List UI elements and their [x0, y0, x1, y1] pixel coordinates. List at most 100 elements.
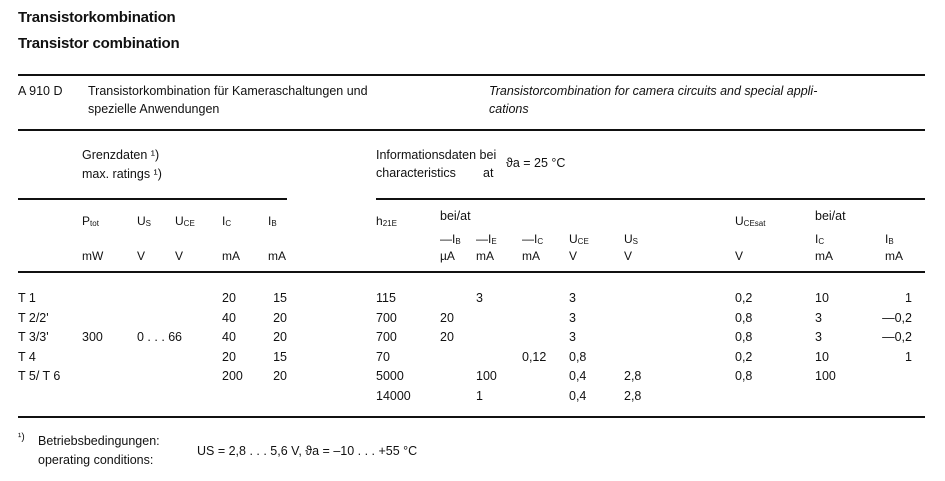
divider — [18, 271, 925, 273]
column-symbol-c_ib: —IB — [440, 232, 461, 246]
table-cell-c_ie: 1 — [476, 389, 483, 403]
column-symbol-s_ic: IC — [815, 232, 825, 246]
table-cell-s_ib: 1 — [905, 349, 912, 364]
table-cell-c_ie: 100 — [476, 369, 497, 384]
table-cell-s_ic: 100 — [815, 369, 836, 384]
table-cell-ucesat: 0,2 — [735, 291, 753, 305]
description-en-2: cations — [489, 102, 529, 116]
table-cell-c_ie: 3 — [476, 291, 483, 305]
column-symbol-ucesat: UCEsat — [735, 214, 766, 228]
table-cell-us: 0 . . . 6 — [137, 330, 176, 345]
table-cell-c_uce: 0,4 — [569, 369, 587, 384]
description-de-1: Transistorkombination für Kameraschaltun… — [88, 84, 368, 98]
table-cell-h21e: 5000 — [376, 369, 404, 384]
table-cell-s_ib: 1 — [905, 291, 912, 305]
column-unit-us: V — [137, 249, 146, 263]
column-unit-c_uce: V — [569, 249, 578, 263]
row-label: T 1 — [18, 291, 36, 305]
table-cell-c_uce: 3 — [569, 291, 576, 305]
table-cell-s_ib: —0,2 — [882, 310, 912, 325]
char-heading-en: characteristics — [376, 166, 456, 180]
row-label: T 3/3' — [18, 330, 49, 345]
type-code: A 910 D — [18, 84, 63, 98]
table-cell-s_ib: —0,2 — [882, 330, 912, 345]
limits-heading-de: Grenzdaten ¹) — [82, 148, 160, 162]
table-cell-c_uce: 0,4 — [569, 389, 587, 403]
table-cell-c_ic: 0,12 — [522, 349, 547, 364]
column-unit-c_ie: mA — [476, 249, 494, 263]
divider — [376, 198, 925, 200]
table-cell-c_uce: 3 — [569, 310, 576, 325]
divider — [18, 74, 925, 76]
column-unit-ic: mA — [222, 249, 240, 263]
table-cell-h21e: 700 — [376, 330, 397, 345]
table-cell-s_ic: 3 — [815, 330, 822, 345]
row-label: T 2/2' — [18, 310, 49, 325]
row-label: T 5/ T 6 — [18, 369, 61, 384]
table-cell-ic: 20 — [222, 349, 236, 364]
column-symbol-c_uce: UCE — [569, 232, 589, 246]
title-de: Transistorkombination — [18, 9, 176, 26]
column-unit-s_ic: mA — [815, 249, 833, 263]
table-cell-ic: 20 — [222, 291, 236, 305]
table-cell-ucesat: 0,8 — [735, 369, 753, 384]
table-cell-ib: 15 — [273, 349, 287, 364]
table-cell-h21e: 70 — [376, 349, 390, 364]
table-cell-s_ic: 10 — [815, 349, 829, 364]
table-cell-c_us: 2,8 — [624, 389, 642, 403]
table-cell-ib: 20 — [273, 330, 287, 345]
char-heading-de: Informationsdaten bei — [376, 148, 497, 162]
table-cell-h21e: 700 — [376, 310, 397, 325]
column-unit-ib: mA — [268, 249, 286, 263]
table-cell-c_us: 2,8 — [624, 369, 642, 384]
description-en-1: Transistorcombination for camera circuit… — [489, 84, 818, 98]
table-cell-uce: 6 — [175, 330, 182, 345]
column-symbol-c_us: US — [624, 232, 639, 246]
divider — [18, 198, 287, 200]
char-heading-temp: ϑa = 25 °C — [506, 156, 566, 170]
table-cell-ib: 20 — [273, 310, 287, 325]
table-cell-ib: 15 — [273, 291, 287, 305]
table-cell-ic: 200 — [222, 369, 243, 384]
footnote-label-de: Betriebsbedingungen: — [38, 434, 160, 448]
column-unit-ptot: mW — [82, 249, 104, 263]
char-heading-at: at — [483, 166, 494, 180]
bei-at-label-sat: bei/at — [815, 209, 846, 223]
footnote-mark: ¹) — [18, 432, 25, 443]
table-cell-c_uce: 3 — [569, 330, 576, 345]
column-symbol-ptot: Ptot — [82, 214, 99, 228]
table-cell-ucesat: 0,8 — [735, 330, 753, 345]
divider — [18, 129, 925, 131]
table-cell-ucesat: 0,2 — [735, 349, 753, 364]
table-cell-c_uce: 0,8 — [569, 349, 587, 364]
limits-heading-en: max. ratings ¹) — [82, 167, 162, 181]
column-symbol-ic: IC — [222, 214, 232, 228]
column-symbol-s_ib: IB — [885, 232, 894, 246]
table-cell-s_ic: 3 — [815, 310, 822, 325]
description-de-2: spezielle Anwendungen — [88, 102, 220, 116]
bei-at-label: bei/at — [440, 209, 471, 223]
column-symbol-c_ie: —IE — [476, 232, 497, 246]
column-symbol-uce: UCE — [175, 214, 195, 228]
column-unit-uce: V — [175, 249, 184, 263]
footnote-label-en: operating conditions: — [38, 453, 154, 467]
column-symbol-ib: IB — [268, 214, 277, 228]
table-cell-c_ib: 20 — [440, 310, 454, 325]
column-unit-c_ic: mA — [522, 249, 540, 263]
table-cell-ic: 40 — [222, 330, 236, 345]
table-cell-ptot: 300 — [82, 330, 103, 345]
row-label: T 4 — [18, 349, 36, 364]
table-cell-s_ic: 10 — [815, 291, 829, 305]
column-unit-c_us: V — [624, 249, 633, 263]
table-cell-ib: 20 — [273, 369, 287, 384]
footnote-conditions: US = 2,8 . . . 5,6 V, ϑa = –10 . . . +55… — [197, 444, 418, 458]
title-en: Transistor combination — [18, 35, 180, 52]
table-cell-ucesat: 0,8 — [735, 310, 753, 325]
column-symbol-us: US — [137, 214, 152, 228]
divider — [18, 416, 925, 418]
table-cell-h21e: 14000 — [376, 389, 411, 403]
table-cell-h21e: 115 — [376, 291, 396, 305]
column-symbol-c_ic: —IC — [522, 232, 544, 246]
column-unit-s_ib: mA — [885, 249, 903, 263]
